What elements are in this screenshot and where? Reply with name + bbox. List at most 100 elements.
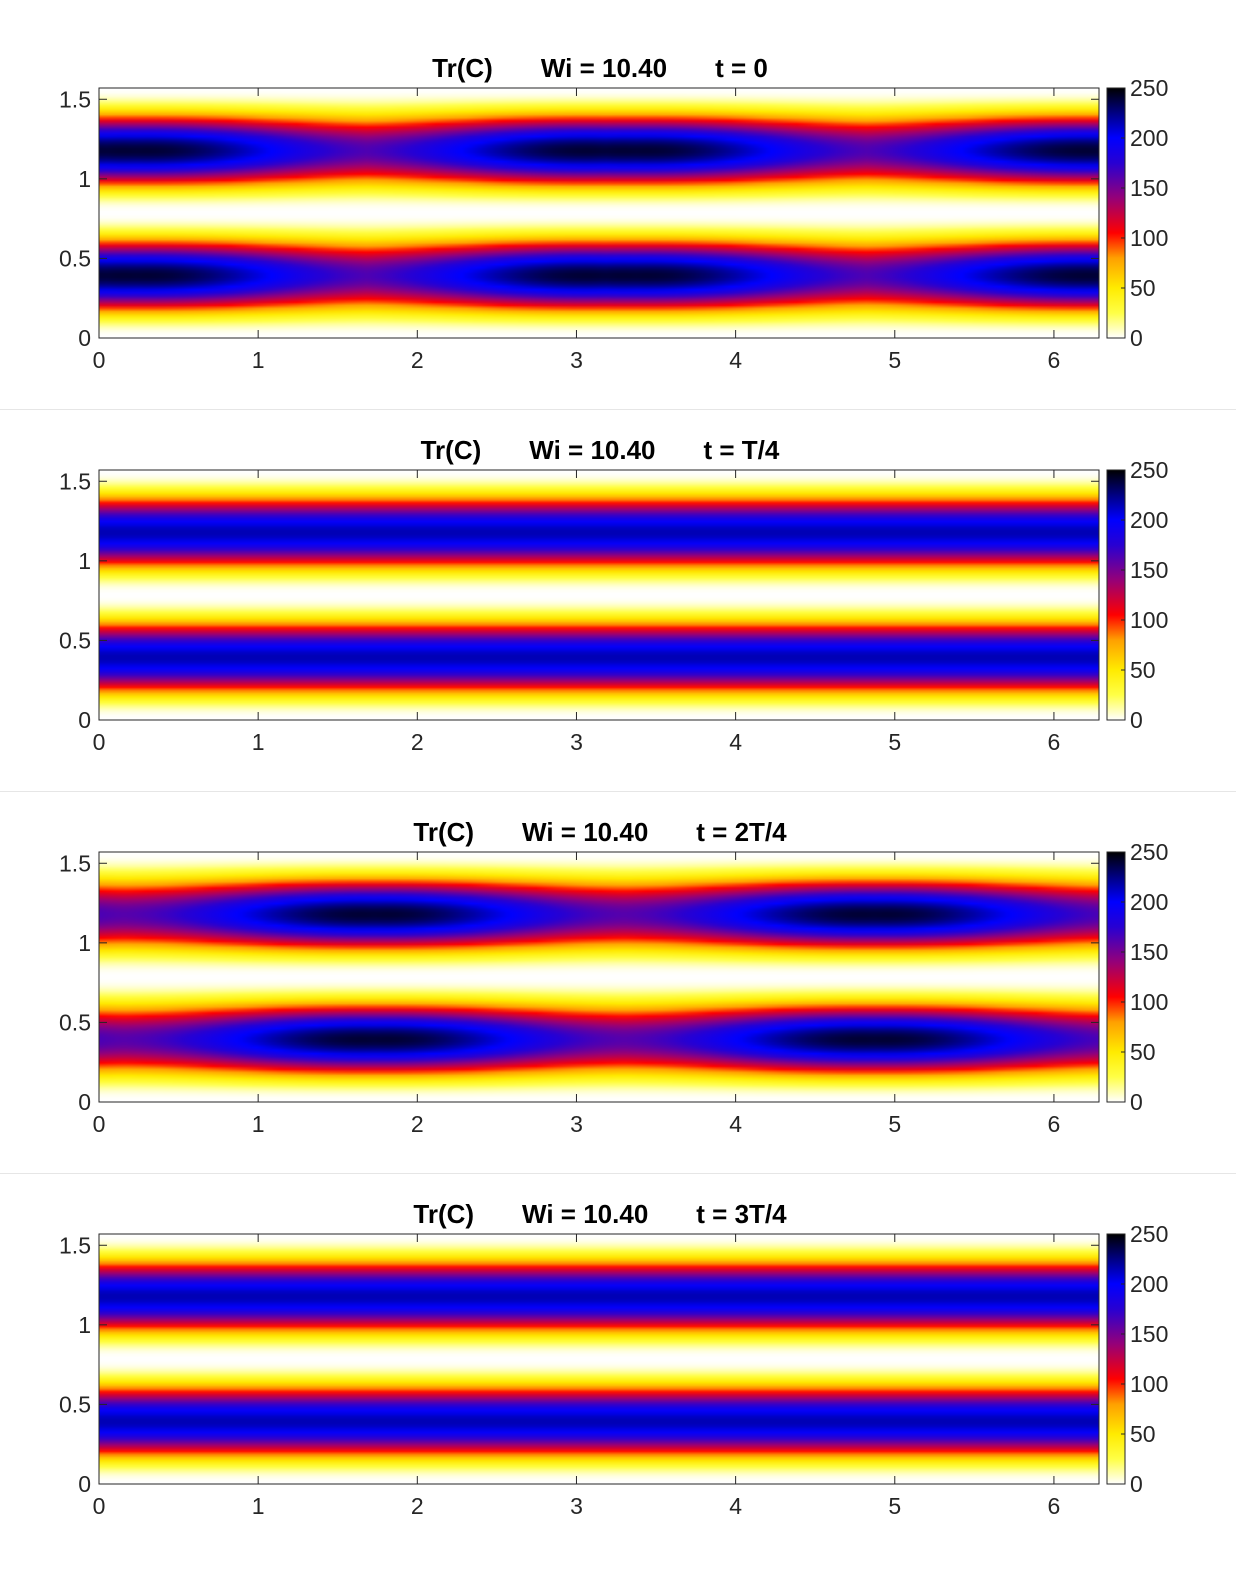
colorbar-tick-label: 150 — [1130, 939, 1168, 965]
chart-title: Tr(C) Wi = 10.40 t = 3T/4 — [413, 1199, 787, 1229]
y-tick-label: 1 — [78, 166, 91, 192]
colorbar-tick-label: 150 — [1130, 1321, 1168, 1347]
x-tick-label: 0 — [93, 347, 106, 373]
y-tick-label: 0 — [78, 707, 91, 733]
colorbar-tick-label: 200 — [1130, 889, 1168, 915]
panel-svg: Tr(C) Wi = 10.40 t = 0 0 1 2 3 4 5 6 0 0.5 1 1.5 0 50 10… — [59, 53, 1168, 373]
colorbar-tick-label: 50 — [1130, 1421, 1156, 1447]
x-tick-label: 4 — [729, 1111, 742, 1137]
title-part: Tr(C) — [421, 435, 482, 465]
colorbar-tick-label: 150 — [1130, 175, 1168, 201]
panel-divider — [0, 791, 1236, 792]
title-part: t = T/4 — [704, 435, 780, 465]
y-tick-label: 1 — [78, 548, 91, 574]
x-tick-label: 1 — [252, 1493, 265, 1519]
x-tick-label: 2 — [411, 1493, 424, 1519]
x-tick-label: 0 — [93, 1493, 106, 1519]
x-tick-label: 1 — [252, 1111, 265, 1137]
x-tick-label: 5 — [888, 347, 901, 373]
y-tick-label: 1.5 — [59, 850, 91, 876]
y-tick-label: 0.5 — [59, 245, 91, 271]
colorbar-tick-label: 50 — [1130, 275, 1156, 301]
title-part: Wi = 10.40 — [541, 53, 667, 83]
x-tick-label: 5 — [888, 729, 901, 755]
colorbar — [1106, 1233, 1126, 1485]
x-tick-label: 2 — [411, 729, 424, 755]
colorbar-tick-label: 200 — [1130, 125, 1168, 151]
panel-divider — [0, 409, 1236, 410]
title-part: Wi = 10.40 — [522, 817, 648, 847]
y-tick-label: 1 — [78, 930, 91, 956]
colorbar-tick-label: 0 — [1130, 707, 1143, 733]
heatmap-image — [99, 470, 1099, 720]
x-tick-label: 0 — [93, 1111, 106, 1137]
panel-divider — [0, 1173, 1236, 1174]
title-part: Tr(C) — [432, 53, 493, 83]
title-part: Wi = 10.40 — [522, 1199, 648, 1229]
y-tick-label: 0.5 — [59, 1391, 91, 1417]
colorbar-tick-label: 250 — [1130, 839, 1168, 865]
chart-title: Tr(C) Wi = 10.40 t = T/4 — [421, 435, 780, 465]
colorbar-tick-label: 150 — [1130, 557, 1168, 583]
x-tick-label: 6 — [1048, 729, 1061, 755]
x-tick-label: 2 — [411, 347, 424, 373]
title-part: Tr(C) — [413, 817, 474, 847]
title-part: t = 2T/4 — [696, 817, 787, 847]
colorbar-tick-label: 250 — [1130, 457, 1168, 483]
colorbar — [1106, 851, 1126, 1103]
y-tick-label: 0.5 — [59, 1009, 91, 1035]
colorbar-tick-label: 100 — [1130, 607, 1168, 633]
x-tick-label: 6 — [1048, 1111, 1061, 1137]
panel-4: Tr(C) Wi = 10.40 t = 3T/4 0 1 2 3 4 5 6 0 0.5 1 1.5 0 5… — [0, 1146, 1245, 1528]
colorbar — [1106, 87, 1126, 339]
title-part: Wi = 10.40 — [529, 435, 655, 465]
axes-frame — [98, 469, 1100, 721]
x-tick-label: 5 — [888, 1493, 901, 1519]
colorbar — [1106, 469, 1126, 721]
y-tick-label: 0.5 — [59, 627, 91, 653]
x-tick-label: 4 — [729, 1493, 742, 1519]
chart-title: Tr(C) Wi = 10.40 t = 0 — [432, 53, 768, 83]
colorbar-tick-label: 250 — [1130, 1221, 1168, 1247]
x-tick-label: 1 — [252, 347, 265, 373]
title-part: Tr(C) — [413, 1199, 474, 1229]
x-tick-label: 4 — [729, 347, 742, 373]
panel-svg: Tr(C) Wi = 10.40 t = 3T/4 0 1 2 3 4 5 6 0 0.5 1 1.5 0 5… — [59, 1199, 1168, 1519]
y-tick-label: 0 — [78, 325, 91, 351]
chart-title: Tr(C) Wi = 10.40 t = 2T/4 — [413, 817, 787, 847]
axes-frame — [98, 851, 1100, 1103]
panel-1: Tr(C) Wi = 10.40 t = 0 0 1 2 3 4 5 6 0 0.5 1 1.5 0 50 10… — [0, 0, 1245, 382]
panel-3: Tr(C) Wi = 10.40 t = 2T/4 0 1 2 3 4 5 6 0 0.5 1 1.5 0 5… — [0, 764, 1245, 1146]
x-tick-label: 1 — [252, 729, 265, 755]
y-tick-label: 1.5 — [59, 1232, 91, 1258]
y-tick-label: 0 — [78, 1089, 91, 1115]
y-tick-label: 1.5 — [59, 468, 91, 494]
colorbar-tick-label: 200 — [1130, 1271, 1168, 1297]
title-part: t = 3T/4 — [696, 1199, 787, 1229]
colorbar-tick-label: 0 — [1130, 325, 1143, 351]
x-tick-label: 4 — [729, 729, 742, 755]
title-part: t = 0 — [715, 53, 768, 83]
colorbar-tick-label: 100 — [1130, 989, 1168, 1015]
colorbar-tick-label: 0 — [1130, 1471, 1143, 1497]
heatmap-image — [99, 852, 1099, 1102]
colorbar-tick-label: 100 — [1130, 1371, 1168, 1397]
x-tick-label: 3 — [570, 1493, 583, 1519]
colorbar-tick-label: 50 — [1130, 1039, 1156, 1065]
axes-frame — [98, 87, 1100, 339]
y-tick-label: 1 — [78, 1312, 91, 1338]
panel-svg: Tr(C) Wi = 10.40 t = 2T/4 0 1 2 3 4 5 6 0 0.5 1 1.5 0 5… — [59, 817, 1168, 1137]
x-tick-label: 3 — [570, 729, 583, 755]
x-tick-label: 3 — [570, 347, 583, 373]
x-tick-label: 2 — [411, 1111, 424, 1137]
axes-frame — [98, 1233, 1100, 1485]
x-tick-label: 3 — [570, 1111, 583, 1137]
colorbar-tick-label: 50 — [1130, 657, 1156, 683]
colorbar-tick-label: 250 — [1130, 75, 1168, 101]
panel-2: Tr(C) Wi = 10.40 t = T/4 0 1 2 3 4 5 6 0 0.5 1 1.5 0 50… — [0, 382, 1245, 764]
x-tick-label: 0 — [93, 729, 106, 755]
colorbar-tick-label: 100 — [1130, 225, 1168, 251]
colorbar-tick-label: 200 — [1130, 507, 1168, 533]
heatmap-image — [99, 88, 1099, 338]
